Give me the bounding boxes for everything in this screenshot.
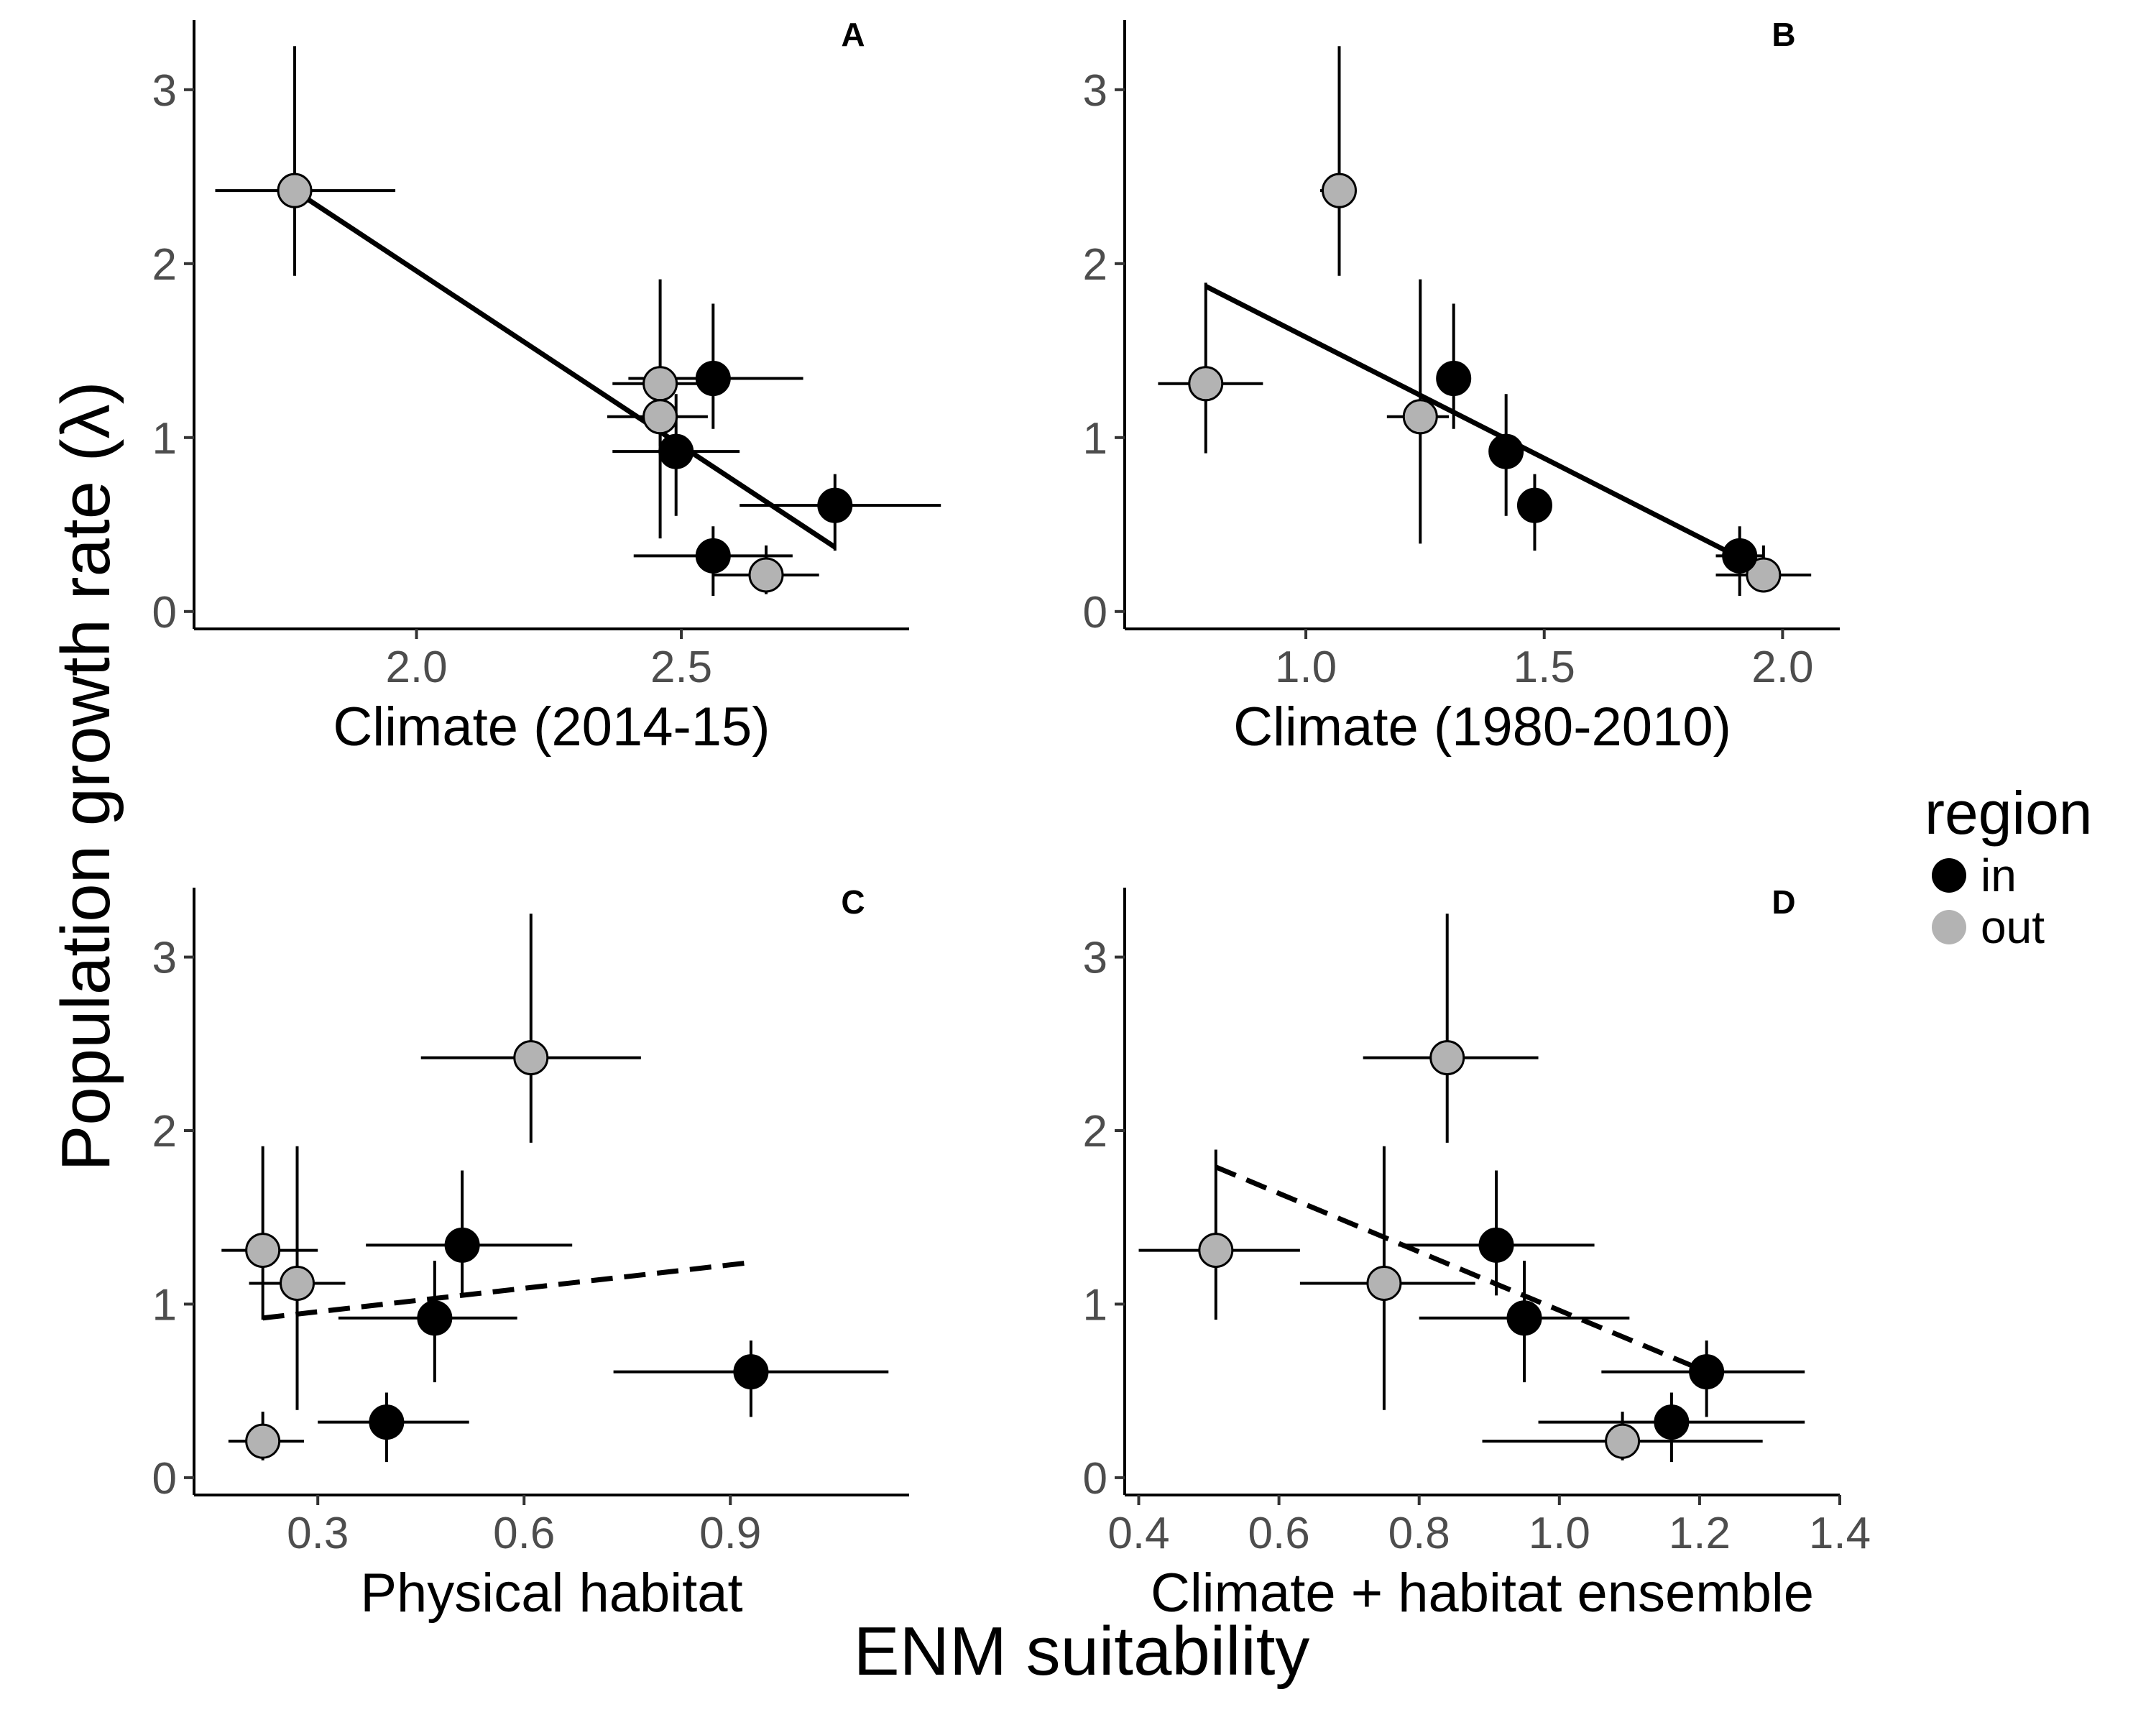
- panel-c-tag: C: [841, 883, 865, 921]
- panel-b-ytick-label: 1: [1083, 414, 1107, 464]
- panel-c-point-out: [513, 1040, 549, 1076]
- panel-c-xtick-label: 0.9: [699, 1509, 761, 1558]
- panel-c-point-in: [733, 1354, 769, 1390]
- panel-a-ytick-label: 2: [152, 240, 177, 290]
- panel-a-point-in: [695, 538, 731, 574]
- panel-d-point-in: [1654, 1404, 1690, 1440]
- panel-d-xtick-label: 1.0: [1529, 1509, 1590, 1558]
- panel-d-fit-line: [1215, 1164, 1708, 1374]
- panel-d-xtick-label: 0.8: [1388, 1509, 1450, 1558]
- panel-a-point-out: [277, 172, 313, 208]
- panel-d-point-in: [1478, 1227, 1514, 1263]
- legend-label-out: out: [1981, 901, 2045, 953]
- panel-c-point-out: [245, 1233, 281, 1269]
- panel-b-point-in: [1488, 433, 1524, 469]
- panel-d-x-title: Climate + habitat ensemble: [1151, 1563, 1814, 1624]
- panel-b-xtick-label: 1.5: [1514, 643, 1575, 692]
- panel-c-xtick-label: 0.3: [287, 1509, 349, 1558]
- panel-b-point-in: [1516, 487, 1552, 523]
- panel-d-xtick-label: 1.4: [1809, 1509, 1871, 1558]
- panel-d-xtick-label: 1.2: [1669, 1509, 1731, 1558]
- legend: region in out: [1925, 779, 2093, 953]
- panel-d-xtick-label: 0.4: [1107, 1509, 1169, 1558]
- legend-label-in: in: [1981, 850, 2017, 901]
- panel-d-ytick-label: 2: [1083, 1107, 1107, 1156]
- panel-a-point-in: [658, 433, 694, 469]
- panel-d-point-out: [1366, 1265, 1402, 1301]
- panel-b-xtick-label: 2.0: [1751, 643, 1813, 692]
- panel-a-point-out: [642, 399, 678, 435]
- panel-c: 0 1 2 3 0.3 0.6 0.9 Physical habitat C: [152, 883, 909, 1624]
- panel-c-xtick-label: 0.6: [493, 1509, 555, 1558]
- panel-c-ytick-label: 2: [152, 1107, 177, 1156]
- x-axis-title: ENM suitability: [854, 1613, 1310, 1690]
- panel-b-point-out: [1322, 172, 1357, 208]
- panel-b-tag: B: [1772, 16, 1795, 53]
- panel-c-point-out: [245, 1423, 281, 1459]
- panel-b: 0 1 2 3 1.0 1.5 2.0 Climate (1980-2010) B: [1083, 16, 1840, 758]
- panel-a-point-out: [748, 557, 784, 593]
- panel-c-x-title: Physical habitat: [360, 1563, 742, 1624]
- panel-b-x-title: Climate (1980-2010): [1233, 696, 1731, 758]
- legend-swatch-in: [1932, 858, 1966, 893]
- panel-d-point-out: [1605, 1423, 1641, 1459]
- panel-b-xtick-label: 1.0: [1275, 643, 1337, 692]
- panel-b-point-in: [1436, 361, 1472, 397]
- panel-a-point-in: [817, 487, 853, 523]
- panel-c-ytick-label: 3: [152, 934, 177, 983]
- panel-a-x-title: Climate (2014-15): [333, 696, 770, 758]
- legend-title: region: [1925, 779, 2093, 847]
- panel-d-ytick-label: 1: [1083, 1280, 1107, 1330]
- panel-d-point-in: [1689, 1354, 1725, 1390]
- panel-d-point-out: [1429, 1040, 1465, 1076]
- panel-b-ytick-label: 2: [1083, 240, 1107, 290]
- panel-a-ytick-label: 0: [152, 588, 177, 638]
- panel-b-point-in: [1722, 538, 1758, 574]
- panel-a-tag: A: [841, 16, 865, 53]
- legend-swatch-out: [1932, 910, 1966, 944]
- y-axis-title: Population growth rate (λ): [47, 381, 124, 1171]
- panel-a-point-out: [642, 366, 678, 402]
- panel-c-fit-line: [262, 1260, 752, 1321]
- panel-c-point-in: [417, 1300, 453, 1336]
- panel-d-tag: D: [1772, 883, 1795, 921]
- panel-a-fit-line: [293, 188, 837, 550]
- panel-a-xtick-label: 2.5: [650, 643, 712, 692]
- panel-c-point-out: [280, 1265, 315, 1301]
- panel-b-ytick-label: 3: [1083, 66, 1107, 116]
- panel-c-ytick-label: 0: [152, 1454, 177, 1504]
- panel-d-ytick-label: 3: [1083, 934, 1107, 983]
- panel-a-xtick-label: 2.0: [385, 643, 447, 692]
- panel-d-point-out: [1198, 1233, 1234, 1269]
- panel-b-ytick-label: 0: [1083, 588, 1107, 638]
- panel-b-point-out: [1402, 399, 1438, 435]
- panel-c-ytick-label: 1: [152, 1280, 177, 1330]
- panel-b-point-out: [1188, 366, 1224, 402]
- panel-d: 0 1 2 3 0.4 0.6 0.8 1.0 1.2 1.4 Climate + habitat …: [1083, 883, 1871, 1624]
- panel-d-point-in: [1506, 1300, 1542, 1336]
- panel-b-fit-line: [1204, 284, 1765, 572]
- panel-a-ytick-label: 1: [152, 414, 177, 464]
- panel-c-point-in: [444, 1227, 480, 1263]
- panel-a-ytick-label: 3: [152, 66, 177, 116]
- panel-a-point-in: [695, 361, 731, 397]
- panel-c-point-in: [369, 1404, 405, 1440]
- panel-b-point-out: [1746, 557, 1782, 593]
- panel-d-ytick-label: 0: [1083, 1454, 1107, 1504]
- panel-d-xtick-label: 0.6: [1248, 1509, 1310, 1558]
